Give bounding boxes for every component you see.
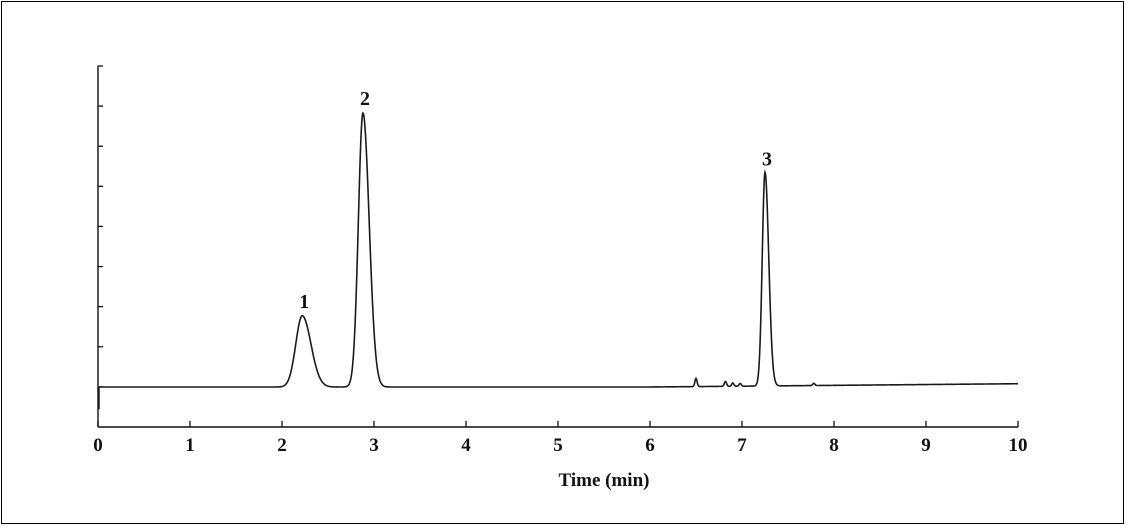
peak-label-2: 2 <box>360 88 370 110</box>
axes <box>97 66 1018 428</box>
x-tick-label: 9 <box>921 435 931 456</box>
x-tick-label: 0 <box>93 435 103 456</box>
x-tick-label: 4 <box>461 435 471 456</box>
x-tick-label: 7 <box>737 435 747 456</box>
chromatogram-trace <box>98 111 1019 388</box>
x-tick-label: 3 <box>369 435 379 456</box>
x-tick-label: 5 <box>553 435 563 456</box>
peak-label-1: 1 <box>299 291 309 313</box>
y-ticks <box>98 65 103 388</box>
x-axis-label: Time (min) <box>559 470 650 491</box>
peak-labels: 1 2 3 <box>299 88 772 313</box>
x-ticks: 0 1 2 3 4 5 6 7 8 9 10 <box>93 421 1028 456</box>
x-tick-label: 10 <box>1009 435 1028 456</box>
x-tick-label: 1 <box>185 435 195 456</box>
x-tick-label: 8 <box>829 435 839 456</box>
x-tick-label: 6 <box>645 435 655 456</box>
peak-label-3: 3 <box>762 148 772 170</box>
x-tick-label: 2 <box>277 435 287 456</box>
